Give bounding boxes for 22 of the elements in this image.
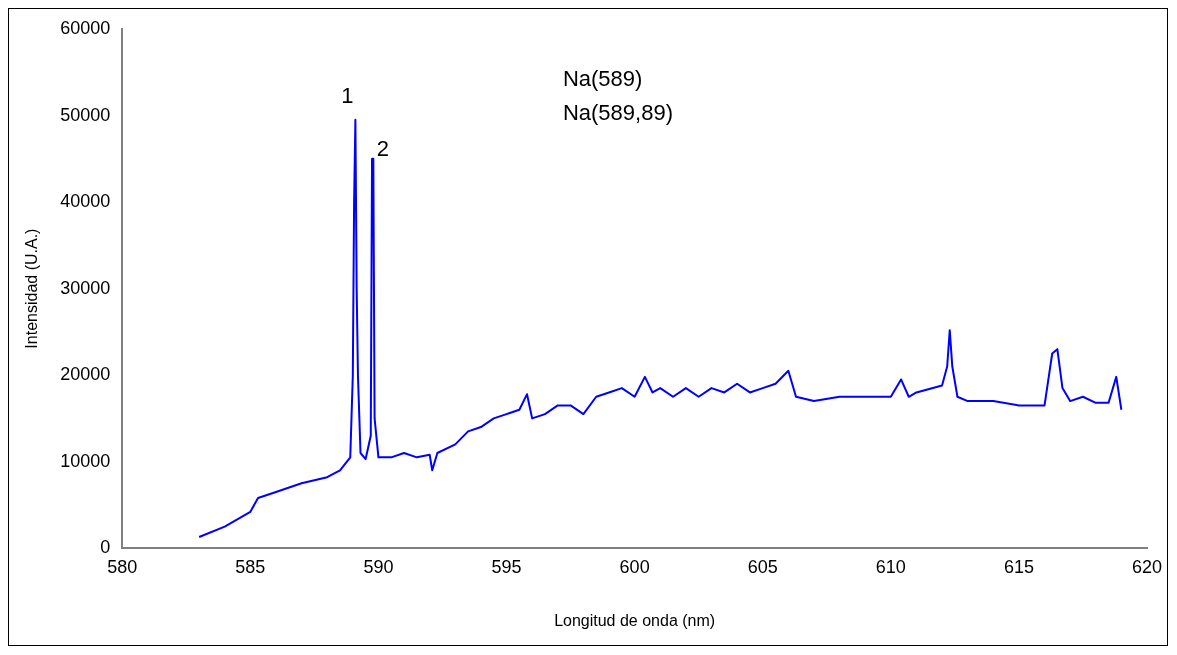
- x-tick-label: 610: [875, 556, 906, 577]
- x-tick-label: 590: [363, 556, 394, 577]
- x-tick-label: 620: [1131, 556, 1163, 577]
- x-tick-label: 580: [107, 556, 138, 577]
- annotation: Na(589,89): [562, 100, 673, 126]
- x-tick-label: 600: [619, 556, 650, 577]
- y-tick-label: 50000: [60, 104, 111, 125]
- y-tick-label: 0: [100, 537, 111, 558]
- y-axis-title: Intensidad (U.A.): [23, 228, 41, 349]
- y-tick-label: 20000: [60, 364, 111, 385]
- x-tick-label: 615: [1003, 556, 1034, 577]
- x-tick-label: 605: [747, 556, 778, 577]
- annotation: Na(589): [562, 66, 643, 92]
- y-tick-label: 40000: [60, 191, 111, 212]
- y-tick-label: 10000: [60, 450, 111, 471]
- annotation: 2: [376, 135, 390, 161]
- annotation: 1: [341, 82, 354, 108]
- x-axis-title: Longitud de onda (nm): [554, 611, 716, 629]
- x-tick-label: 585: [235, 556, 266, 577]
- y-tick-label: 60000: [60, 17, 111, 38]
- x-tick-label: 595: [491, 556, 522, 577]
- y-tick-label: 30000: [60, 277, 111, 298]
